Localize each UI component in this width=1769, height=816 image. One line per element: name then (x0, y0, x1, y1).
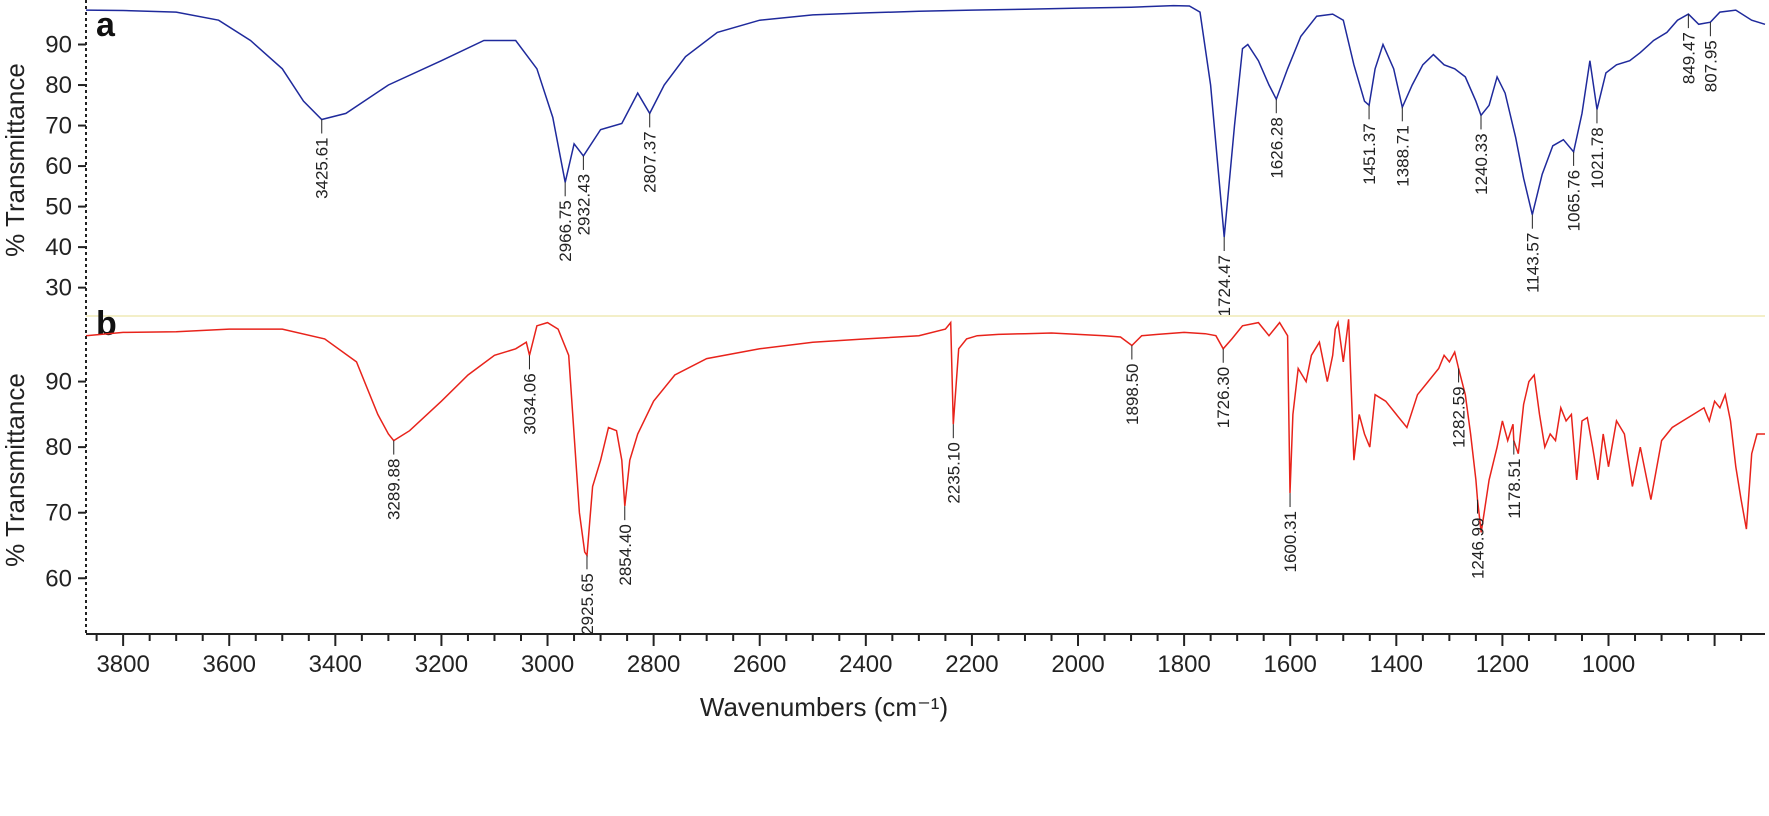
y-tick-label: 30 (45, 275, 72, 302)
x-tick-label: 1600 (1264, 651, 1317, 678)
y-tick-label: 90 (45, 369, 72, 396)
panel-b-letter: b (96, 305, 117, 343)
peak-label: 1143.57 (1523, 233, 1542, 293)
panel-a-peak-labels: 3425.61 2966.75 2932.43 2807.37 1724.47 1626.… (313, 14, 1720, 316)
panel-b-y-axis-title: % Transmittance (0, 373, 30, 567)
panel-a-spectrum: a % Transmittance 30 40 50 60 70 80 90 3425.61… (0, 4, 1766, 316)
panel-b-peak-labels: 3289.88 3034.06 2925.65 2854.40 2235.10 1898.… (385, 345, 1524, 635)
x-tick-label: 1200 (1476, 651, 1529, 678)
x-tick-label: 1400 (1370, 651, 1423, 678)
peak-label: 1600.31 (1281, 511, 1300, 572)
peak-label: 1246.99 (1468, 518, 1487, 579)
y-tick-label: 60 (45, 565, 72, 592)
panel-a-y-axis-title: % Transmittance (0, 63, 30, 257)
peak-label: 2807.37 (641, 131, 660, 192)
x-tick-label: 2600 (733, 651, 786, 678)
x-tick-label: 2200 (945, 651, 998, 678)
panel-a-letter: a (96, 6, 116, 44)
peak-label: 3289.88 (385, 459, 404, 520)
y-tick-label: 80 (45, 72, 72, 99)
y-tick-label: 70 (45, 500, 72, 527)
panel-a-series-line (85, 4, 1766, 238)
x-tick-label: 1800 (1157, 651, 1210, 678)
peak-label: 1726.30 (1214, 367, 1233, 428)
peak-label: 1178.51 (1505, 459, 1524, 519)
x-axis-ticks: 3800 3600 3400 3200 3000 2800 2600 2400 2200 2000… (95, 634, 1743, 678)
peak-label: 1898.50 (1123, 364, 1142, 425)
peak-label: 807.95 (1701, 40, 1720, 92)
panel-b-series-line (85, 319, 1765, 558)
peak-label: 2854.40 (616, 524, 635, 585)
x-tick-label: 2000 (1051, 651, 1104, 678)
y-tick-label: 90 (45, 32, 72, 59)
peak-label: 849.47 (1679, 32, 1698, 84)
peak-label: 1240.33 (1472, 133, 1491, 194)
peak-label: 1282.59 (1450, 386, 1469, 447)
x-tick-label: 2400 (839, 651, 892, 678)
peak-label: 2925.65 (578, 573, 597, 634)
y-tick-label: 40 (45, 234, 72, 261)
x-tick-label: 3800 (96, 651, 149, 678)
peak-label: 1626.28 (1267, 117, 1286, 178)
panel-b-y-ticks: 60 70 80 90 (45, 369, 86, 592)
peak-label: 1065.76 (1565, 170, 1584, 231)
x-tick-label: 3000 (521, 651, 574, 678)
peak-label: 3034.06 (520, 373, 539, 434)
x-tick-label: 1000 (1582, 651, 1635, 678)
peak-label: 1388.71 (1393, 125, 1412, 186)
panel-a-y-ticks: 30 40 50 60 70 80 90 (45, 32, 86, 302)
peak-label: 1021.78 (1588, 127, 1607, 188)
peak-label: 2235.10 (944, 442, 963, 503)
x-tick-label: 3600 (203, 651, 256, 678)
x-tick-label: 2800 (627, 651, 680, 678)
panel-b-spectrum: b % Transmittance 60 70 80 90 3289.88 3034.0… (0, 305, 1765, 635)
peak-label: 2966.75 (556, 200, 575, 261)
peak-label: 1724.47 (1215, 255, 1234, 316)
peak-label: 1451.37 (1360, 123, 1379, 184)
peak-label: 3425.61 (313, 137, 332, 198)
y-tick-label: 60 (45, 153, 72, 180)
x-axis-title: Wavenumbers (cm⁻¹) (700, 692, 948, 722)
y-tick-label: 70 (45, 113, 72, 140)
y-tick-label: 50 (45, 194, 72, 221)
peak-label: 2932.43 (574, 174, 593, 235)
x-tick-label: 3200 (415, 651, 468, 678)
x-tick-label: 3400 (309, 651, 362, 678)
y-tick-label: 80 (45, 434, 72, 461)
